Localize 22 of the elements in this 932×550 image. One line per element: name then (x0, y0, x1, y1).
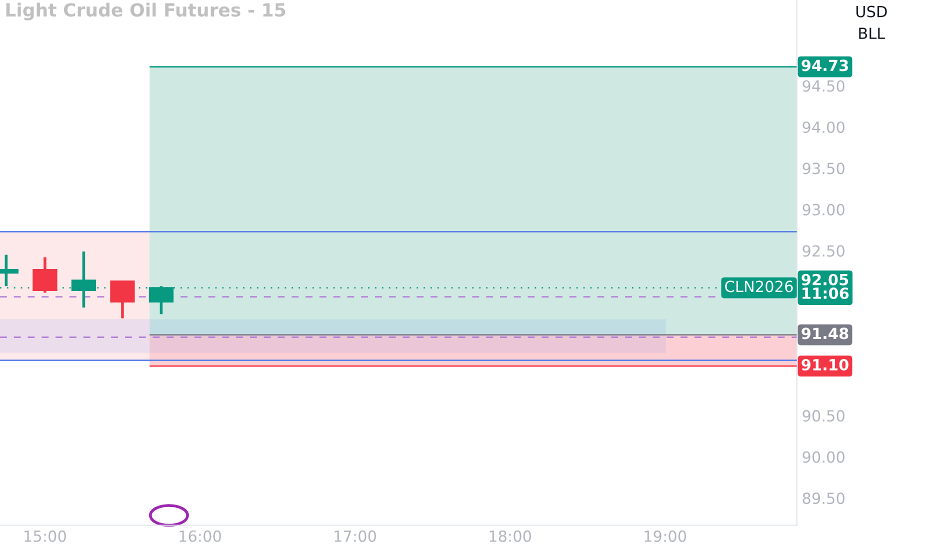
x-tick-label: 17:00 (334, 530, 376, 542)
candlestick (110, 280, 135, 320)
text: USD BLL (856, 6, 887, 39)
ref-line-label: 91.48 (802, 328, 848, 340)
y-tick-label: 93.00 (802, 204, 844, 216)
y-tick-label: 89.50 (802, 492, 844, 504)
y-tick-label: 92.50 (802, 245, 844, 257)
y-tick-label: 93.50 (802, 162, 844, 174)
chart-title: Light Crude Oil Futures - 15 (6, 2, 286, 20)
y-tick-label: 94.00 (802, 121, 844, 134)
annotation: CLN2026 (725, 280, 793, 292)
candlestick (32, 256, 58, 294)
x-tick-label: 15:00 (24, 530, 66, 542)
x-tick-label: 19:00 (644, 530, 686, 542)
ref-line-label: 91.10 (802, 358, 848, 371)
x-tick-label: 18:00 (490, 530, 532, 542)
y-tick-label: 94.50 (802, 80, 844, 92)
y-tick-label: 90.00 (802, 451, 844, 463)
ref-line-label: 94.73 (802, 60, 848, 72)
y-tick-label: 90.50 (802, 410, 844, 422)
x-tick-label: 16:00 (180, 530, 221, 542)
ref-line-label: 92.05 11:06 (802, 274, 849, 300)
